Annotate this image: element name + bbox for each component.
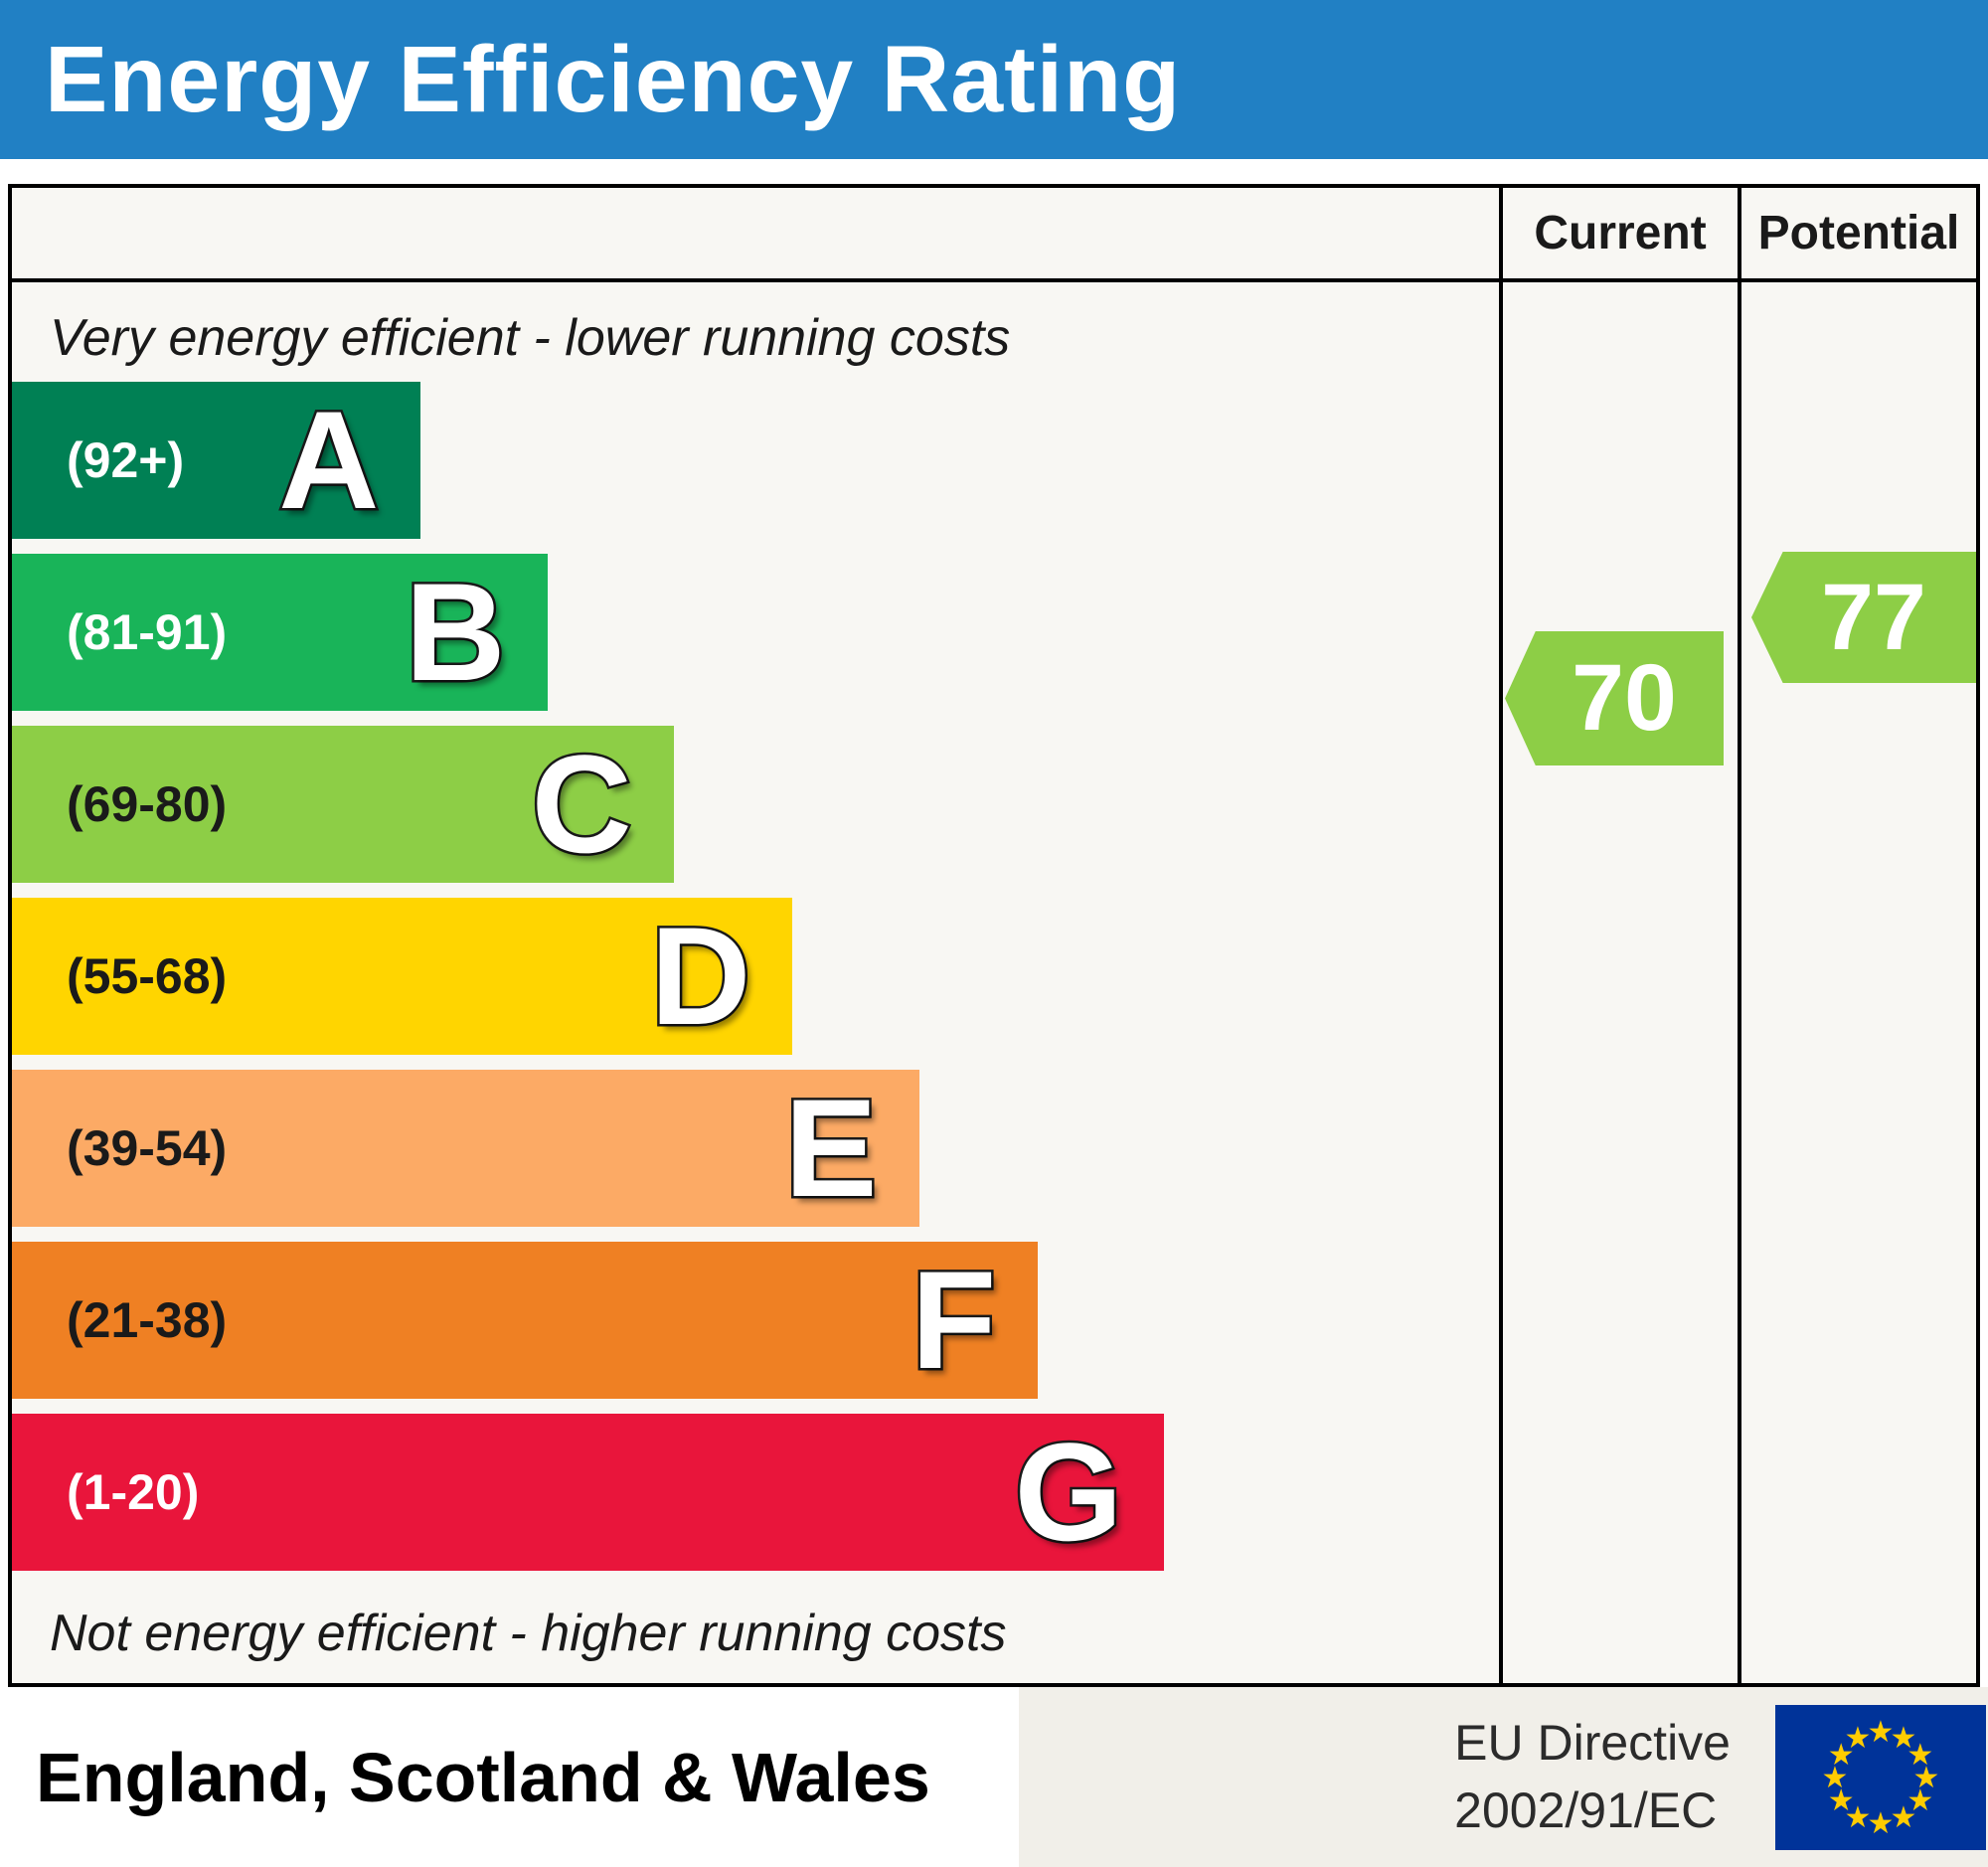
page-title: Energy Efficiency Rating xyxy=(45,26,1182,132)
band-letter-e: E xyxy=(782,1070,880,1226)
eu-flag-icon: ★★★★★★★★★★★★ xyxy=(1775,1704,1986,1850)
band-range-a: (92+) xyxy=(67,432,185,488)
title-bar: Energy Efficiency Rating xyxy=(0,0,1988,159)
svg-text:★: ★ xyxy=(1891,1800,1917,1833)
eu-flag-stars: ★★★★★★★★★★★★ xyxy=(1822,1716,1940,1840)
rating-bands: (92+) A (81-91) B (69-80) C (55-68) D xyxy=(12,382,1499,1571)
band-range-b: (81-91) xyxy=(67,604,228,660)
eu-directive-panel: EU Directive 2002/91/EC ★ ★ ★ ★ ★ ★ ★ ★ ★ ★ ★ ★ xyxy=(1019,1687,1988,1867)
table-body: Very energy efficient - lower running co… xyxy=(12,282,1976,1683)
potential-value: 77 xyxy=(1821,564,1926,670)
svg-text:★: ★ xyxy=(1868,1807,1895,1840)
svg-text:★: ★ xyxy=(1828,1739,1855,1772)
band-letter-f: F xyxy=(909,1242,999,1398)
band-bar-b: (81-91) B xyxy=(12,554,548,711)
band-letter-b: B xyxy=(403,554,508,710)
band-range-g: (1-20) xyxy=(67,1464,200,1520)
band-bar-c: (69-80) C xyxy=(12,726,674,883)
band-bar-e: (39-54) E xyxy=(12,1070,919,1227)
header-spacer-cell xyxy=(12,188,1499,278)
current-value: 70 xyxy=(1572,645,1677,751)
band-letter-a: A xyxy=(276,382,382,538)
svg-text:★: ★ xyxy=(1913,1762,1940,1794)
svg-text:★: ★ xyxy=(1845,1800,1872,1833)
svg-text:★: ★ xyxy=(1828,1784,1855,1817)
bottom-note: Not energy efficient - higher running co… xyxy=(50,1605,1007,1662)
band-range-c: (69-80) xyxy=(67,776,228,832)
footer: England, Scotland & Wales EU Directive 2… xyxy=(0,1687,1988,1867)
bands-area: Very energy efficient - lower running co… xyxy=(12,282,1499,1683)
region-label: England, Scotland & Wales xyxy=(0,1687,1019,1867)
rating-table: Current Potential Very energy efficient … xyxy=(8,184,1980,1687)
current-column-header: Current xyxy=(1499,188,1738,278)
svg-text:★: ★ xyxy=(1822,1762,1849,1794)
potential-column: 77 xyxy=(1738,282,1976,1683)
svg-text:★: ★ xyxy=(1906,1784,1933,1817)
top-note: Very energy efficient - lower running co… xyxy=(50,309,1011,367)
band-bar-f: (21-38) F xyxy=(12,1242,1039,1399)
band-bar-a: (92+) A xyxy=(12,382,421,539)
band-letter-g: G xyxy=(1012,1414,1125,1570)
band-letter-d: D xyxy=(648,898,753,1054)
current-arrow: 70 xyxy=(1505,631,1724,765)
band-range-d: (55-68) xyxy=(67,948,228,1004)
potential-column-header: Potential xyxy=(1738,188,1976,278)
eu-directive-line1: EU Directive xyxy=(1454,1715,1731,1771)
band-bar-g: (1-20) G xyxy=(12,1414,1165,1571)
band-range-e: (39-54) xyxy=(67,1120,228,1176)
eu-directive-line2: 2002/91/EC xyxy=(1454,1782,1718,1838)
potential-arrow: 77 xyxy=(1751,552,1976,683)
svg-text:★: ★ xyxy=(1845,1722,1872,1755)
band-letter-c: C xyxy=(529,726,634,882)
table-header-row: Current Potential xyxy=(12,188,1976,282)
band-range-f: (21-38) xyxy=(67,1292,228,1348)
band-bar-d: (55-68) D xyxy=(12,898,793,1055)
svg-text:★: ★ xyxy=(1906,1739,1933,1772)
eu-directive-text: EU Directive 2002/91/EC xyxy=(1454,1710,1731,1844)
svg-text:★: ★ xyxy=(1868,1716,1895,1749)
eu-flag-background xyxy=(1775,1704,1986,1850)
svg-text:★: ★ xyxy=(1891,1722,1917,1755)
current-column: 70 xyxy=(1499,282,1738,1683)
